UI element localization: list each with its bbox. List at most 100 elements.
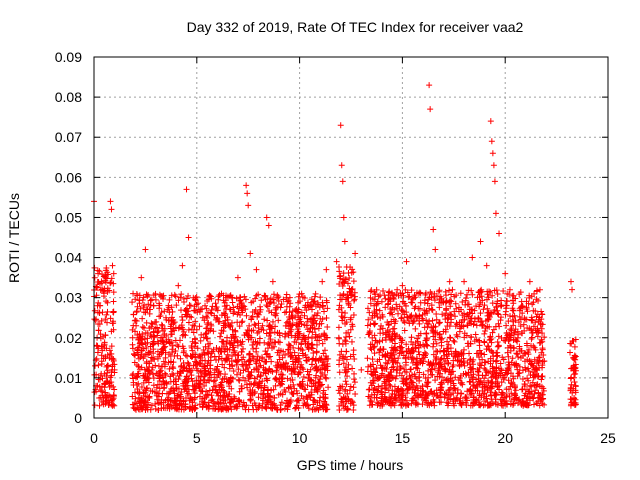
- data-point: [448, 291, 455, 298]
- data-point: [301, 294, 308, 301]
- data-point: [371, 368, 378, 375]
- data-point: [166, 405, 173, 412]
- data-point: [269, 278, 276, 285]
- data-point: [350, 312, 357, 319]
- data-point: [238, 356, 245, 363]
- data-point: [255, 328, 262, 335]
- data-point: [292, 405, 299, 412]
- data-point: [103, 372, 110, 379]
- data-point: [106, 347, 113, 354]
- data-point: [380, 346, 387, 353]
- data-point: [460, 371, 467, 378]
- data-point: [385, 387, 392, 394]
- data-point: [464, 397, 471, 404]
- data-point: [255, 320, 262, 327]
- data-point: [254, 366, 261, 373]
- data-point: [180, 331, 187, 338]
- data-point: [285, 297, 292, 304]
- data-point: [219, 361, 226, 368]
- data-point: [265, 354, 272, 361]
- data-point: [109, 396, 116, 403]
- data-point: [312, 374, 319, 381]
- data-point: [366, 330, 373, 337]
- data-point: [512, 394, 519, 401]
- data-point: [168, 358, 175, 365]
- data-point: [143, 345, 150, 352]
- data-point: [436, 399, 443, 406]
- data-point: [235, 357, 242, 364]
- data-point: [385, 289, 392, 296]
- data-point: [108, 343, 115, 350]
- data-point: [534, 381, 541, 388]
- data-point: [142, 329, 149, 336]
- data-point: [158, 346, 165, 353]
- data-point: [466, 361, 473, 368]
- data-point: [351, 355, 358, 362]
- data-point: [110, 357, 117, 364]
- y-tick-label: 0.04: [55, 250, 82, 266]
- data-point: [507, 312, 514, 319]
- data-point: [518, 298, 525, 305]
- data-point: [308, 389, 315, 396]
- data-point: [371, 391, 378, 398]
- data-point: [376, 307, 383, 314]
- data-point: [129, 345, 136, 352]
- data-point: [145, 367, 152, 374]
- data-point: [539, 391, 546, 398]
- data-point: [169, 370, 176, 377]
- data-point: [154, 353, 161, 360]
- data-point: [507, 347, 514, 354]
- data-point: [260, 391, 267, 398]
- data-point: [206, 292, 213, 299]
- data-point: [402, 355, 409, 362]
- data-point: [567, 278, 574, 285]
- data-point: [148, 402, 155, 409]
- data-point: [427, 360, 434, 367]
- data-point: [241, 332, 248, 339]
- data-point: [201, 383, 208, 390]
- data-point: [270, 291, 277, 298]
- data-point: [398, 372, 405, 379]
- data-point: [382, 378, 389, 385]
- data-point: [271, 402, 278, 409]
- data-point: [141, 366, 148, 373]
- data-point: [293, 402, 300, 409]
- data-point: [503, 334, 510, 341]
- data-point: [489, 150, 496, 157]
- data-point: [336, 369, 343, 376]
- data-point: [430, 351, 437, 358]
- data-point: [384, 319, 391, 326]
- data-point: [267, 336, 274, 343]
- data-point: [131, 359, 138, 366]
- data-point: [227, 378, 234, 385]
- data-point: [241, 377, 248, 384]
- data-point: [168, 314, 175, 321]
- data-point: [347, 353, 354, 360]
- data-point: [222, 297, 229, 304]
- data-point: [508, 332, 515, 339]
- data-point: [244, 365, 251, 372]
- data-point: [386, 381, 393, 388]
- data-point: [530, 323, 537, 330]
- data-point: [245, 375, 252, 382]
- data-point: [336, 351, 343, 358]
- data-point: [431, 390, 438, 397]
- data-point: [571, 394, 578, 401]
- data-point: [297, 381, 304, 388]
- data-point: [408, 287, 415, 294]
- data-point: [106, 380, 113, 387]
- data-point: [427, 289, 434, 296]
- data-point: [406, 293, 413, 300]
- data-point: [368, 382, 375, 389]
- data-point: [102, 353, 109, 360]
- data-point: [456, 397, 463, 404]
- data-point: [532, 308, 539, 315]
- data-point: [150, 375, 157, 382]
- data-point: [340, 279, 347, 286]
- data-point: [239, 302, 246, 309]
- data-point: [204, 309, 211, 316]
- data-point: [476, 301, 483, 308]
- data-point: [135, 363, 142, 370]
- data-point: [322, 374, 329, 381]
- data-point: [193, 326, 200, 333]
